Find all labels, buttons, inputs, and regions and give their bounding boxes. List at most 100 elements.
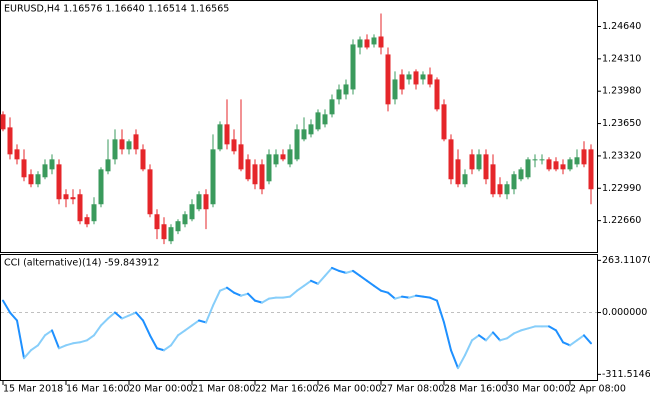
- cci-segment: [527, 325, 536, 330]
- cci-segment: [359, 274, 368, 282]
- cci-segment: [37, 334, 46, 347]
- x-tick-label: 26 Mar 00:00: [318, 384, 381, 395]
- candle-body: [553, 161, 559, 170]
- candle-body: [315, 112, 321, 130]
- cci-segment: [576, 334, 585, 342]
- indicator-panel: [0, 254, 598, 381]
- candle-body: [560, 164, 566, 170]
- cci-segment: [51, 329, 60, 350]
- candle-body: [91, 204, 97, 222]
- candle-body: [385, 54, 391, 105]
- cci-segment: [394, 295, 403, 300]
- candle-body: [231, 139, 237, 152]
- cci-segment: [443, 321, 452, 352]
- x-tick-label: 16 Mar 16:00: [66, 384, 129, 395]
- candle-body: [336, 89, 342, 100]
- cci-segment: [478, 334, 487, 342]
- y-tick-label: 1.24310: [602, 53, 641, 64]
- candle-body: [203, 194, 209, 210]
- x-tick-label: 22 Mar 16:00: [255, 384, 318, 395]
- y-tick-label: 0.000000: [602, 307, 647, 318]
- cci-segment: [366, 279, 375, 287]
- candle-body: [49, 159, 55, 170]
- cci-segment: [233, 291, 242, 297]
- candle-body: [462, 174, 468, 185]
- cci-segment: [317, 274, 326, 285]
- candle-body: [294, 129, 300, 160]
- candle-body: [399, 74, 405, 90]
- x-tick-label: 27 Mar 08:00: [381, 384, 444, 395]
- cci-segment: [520, 327, 529, 332]
- candle-body: [574, 157, 580, 165]
- cci-segment: [338, 269, 347, 274]
- cci-segment: [44, 329, 53, 337]
- cci-segment: [163, 344, 172, 352]
- candle-body: [308, 124, 314, 135]
- cci-segment: [268, 296, 277, 300]
- candle-body: [189, 204, 195, 220]
- cci-segment: [499, 337, 508, 342]
- indicator-title: CCI (alternative)(14) -59.843912: [4, 258, 159, 269]
- cci-segment: [121, 314, 130, 320]
- candle-body: [581, 149, 587, 165]
- cci-segment: [429, 296, 438, 302]
- y-tick-label: 1.23650: [602, 118, 641, 129]
- cci-segment: [380, 289, 389, 294]
- cci-segment: [408, 294, 417, 299]
- cci-segment: [100, 317, 109, 327]
- chart-title: EURUSD,H4 1.16576 1.16640 1.16514 1.1656…: [4, 4, 229, 15]
- cci-segment: [2, 299, 11, 314]
- cci-segment: [226, 286, 235, 294]
- cci-segment: [471, 334, 480, 342]
- cci-segment: [86, 334, 95, 342]
- cci-segment: [562, 341, 571, 347]
- y-tick-label: 263.110704: [602, 255, 650, 266]
- cci-segment: [114, 311, 123, 320]
- candle-body: [84, 217, 90, 225]
- candle-body: [483, 154, 489, 180]
- candle-body: [245, 159, 251, 180]
- candle-body: [322, 114, 328, 125]
- cci-segment: [436, 299, 445, 324]
- candle-body: [525, 159, 531, 178]
- candle-body: [77, 194, 83, 222]
- candle-body: [448, 139, 454, 180]
- cci-segment: [65, 342, 74, 347]
- candle-body: [518, 169, 524, 180]
- candle-body: [259, 164, 265, 190]
- candle-body: [0, 114, 6, 130]
- cci-segment: [58, 344, 67, 350]
- candle-body: [147, 169, 153, 215]
- y-tick-label: 1.22990: [602, 183, 641, 194]
- cci-segment: [107, 311, 116, 320]
- cci-segment: [16, 319, 25, 360]
- cci-segment: [240, 292, 249, 297]
- candle-body: [301, 129, 307, 140]
- candle-body: [567, 159, 573, 170]
- candle-body: [504, 184, 510, 195]
- candle-body: [140, 149, 146, 170]
- cci-segment: [289, 289, 298, 298]
- candle-body: [427, 74, 433, 85]
- y-tick-label: 1.23320: [602, 150, 641, 161]
- candle-body: [21, 159, 27, 178]
- candle-body: [175, 221, 181, 232]
- y-tick-label: 1.23980: [602, 86, 641, 97]
- cci-segment: [450, 349, 459, 370]
- cci-segment: [184, 324, 193, 332]
- candle-body: [112, 139, 118, 160]
- candle-body: [434, 79, 440, 110]
- candle-body: [217, 124, 223, 150]
- candle-body: [252, 164, 258, 185]
- candle-body: [168, 227, 174, 242]
- candle-body: [455, 159, 461, 185]
- cci-segment: [324, 266, 333, 277]
- candle-body: [63, 194, 69, 200]
- candle-body: [126, 141, 132, 150]
- candle-body: [588, 149, 594, 190]
- candle-body: [343, 84, 349, 95]
- cci-segment: [352, 269, 361, 277]
- cci-segment: [149, 334, 158, 350]
- candle-body: [28, 174, 34, 185]
